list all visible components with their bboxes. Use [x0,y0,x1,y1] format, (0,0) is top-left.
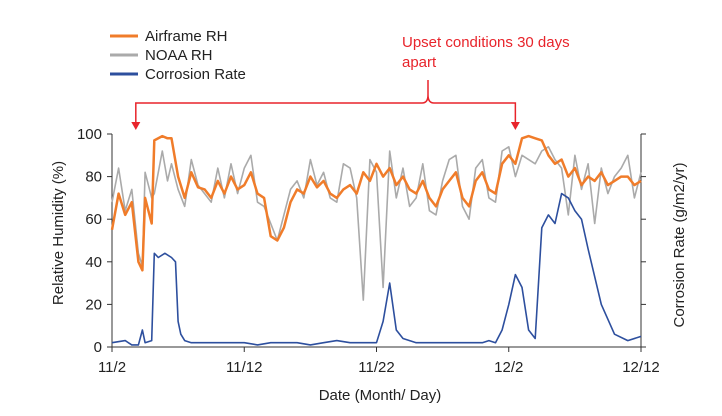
y-ticks-left: 0 20 40 60 80 100 [77,126,112,356]
legend-label-noaa-rh: NOAA RH [145,47,213,64]
y-tick-label: 80 [85,169,102,186]
x-tick-label: 12/2 [494,359,523,376]
axes: 11/2 11/12 11/22 12/2 12/12 0 20 40 60 80 100 [77,126,660,376]
legend: Airframe RH NOAA RH Corrosion Rate [110,28,246,83]
airframe-rh-line [110,134,642,272]
annotation-bracket [135,80,517,124]
y-ticks-right [641,133,646,348]
y2-axis-title: Corrosion Rate (g/m2/yr) [671,162,688,327]
x-axis-title: Date (Month/ Day) [319,387,442,404]
x-tick-label: 11/2 [98,359,126,376]
annotation-arrowhead-left [131,122,141,130]
annotation-text-line2: apart [402,54,437,71]
y-tick-label: 0 [94,339,102,356]
y-axis-title: Relative Humidity (%) [50,161,67,305]
series-layer [110,134,642,346]
annotation-text-line1: Upset conditions 30 days [402,34,570,51]
corrosion-rate-line [111,192,642,346]
x-ticks: 11/2 11/12 11/22 12/2 12/12 [98,347,660,376]
y-tick-label: 20 [85,296,102,313]
y-tick-label: 60 [85,211,102,228]
annotation: Upset conditions 30 days apart [131,34,570,130]
noaa-rh-line [111,146,642,301]
x-tick-label: 12/12 [622,359,660,376]
x-tick-label: 11/22 [358,359,394,376]
y-tick-label: 40 [85,254,102,271]
legend-label-airframe-rh: Airframe RH [145,28,228,45]
annotation-arrowhead-right [510,122,520,130]
y-tick-label: 100 [77,126,102,143]
x-tick-label: 11/12 [226,359,262,376]
legend-label-corrosion-rate: Corrosion Rate [145,66,246,83]
